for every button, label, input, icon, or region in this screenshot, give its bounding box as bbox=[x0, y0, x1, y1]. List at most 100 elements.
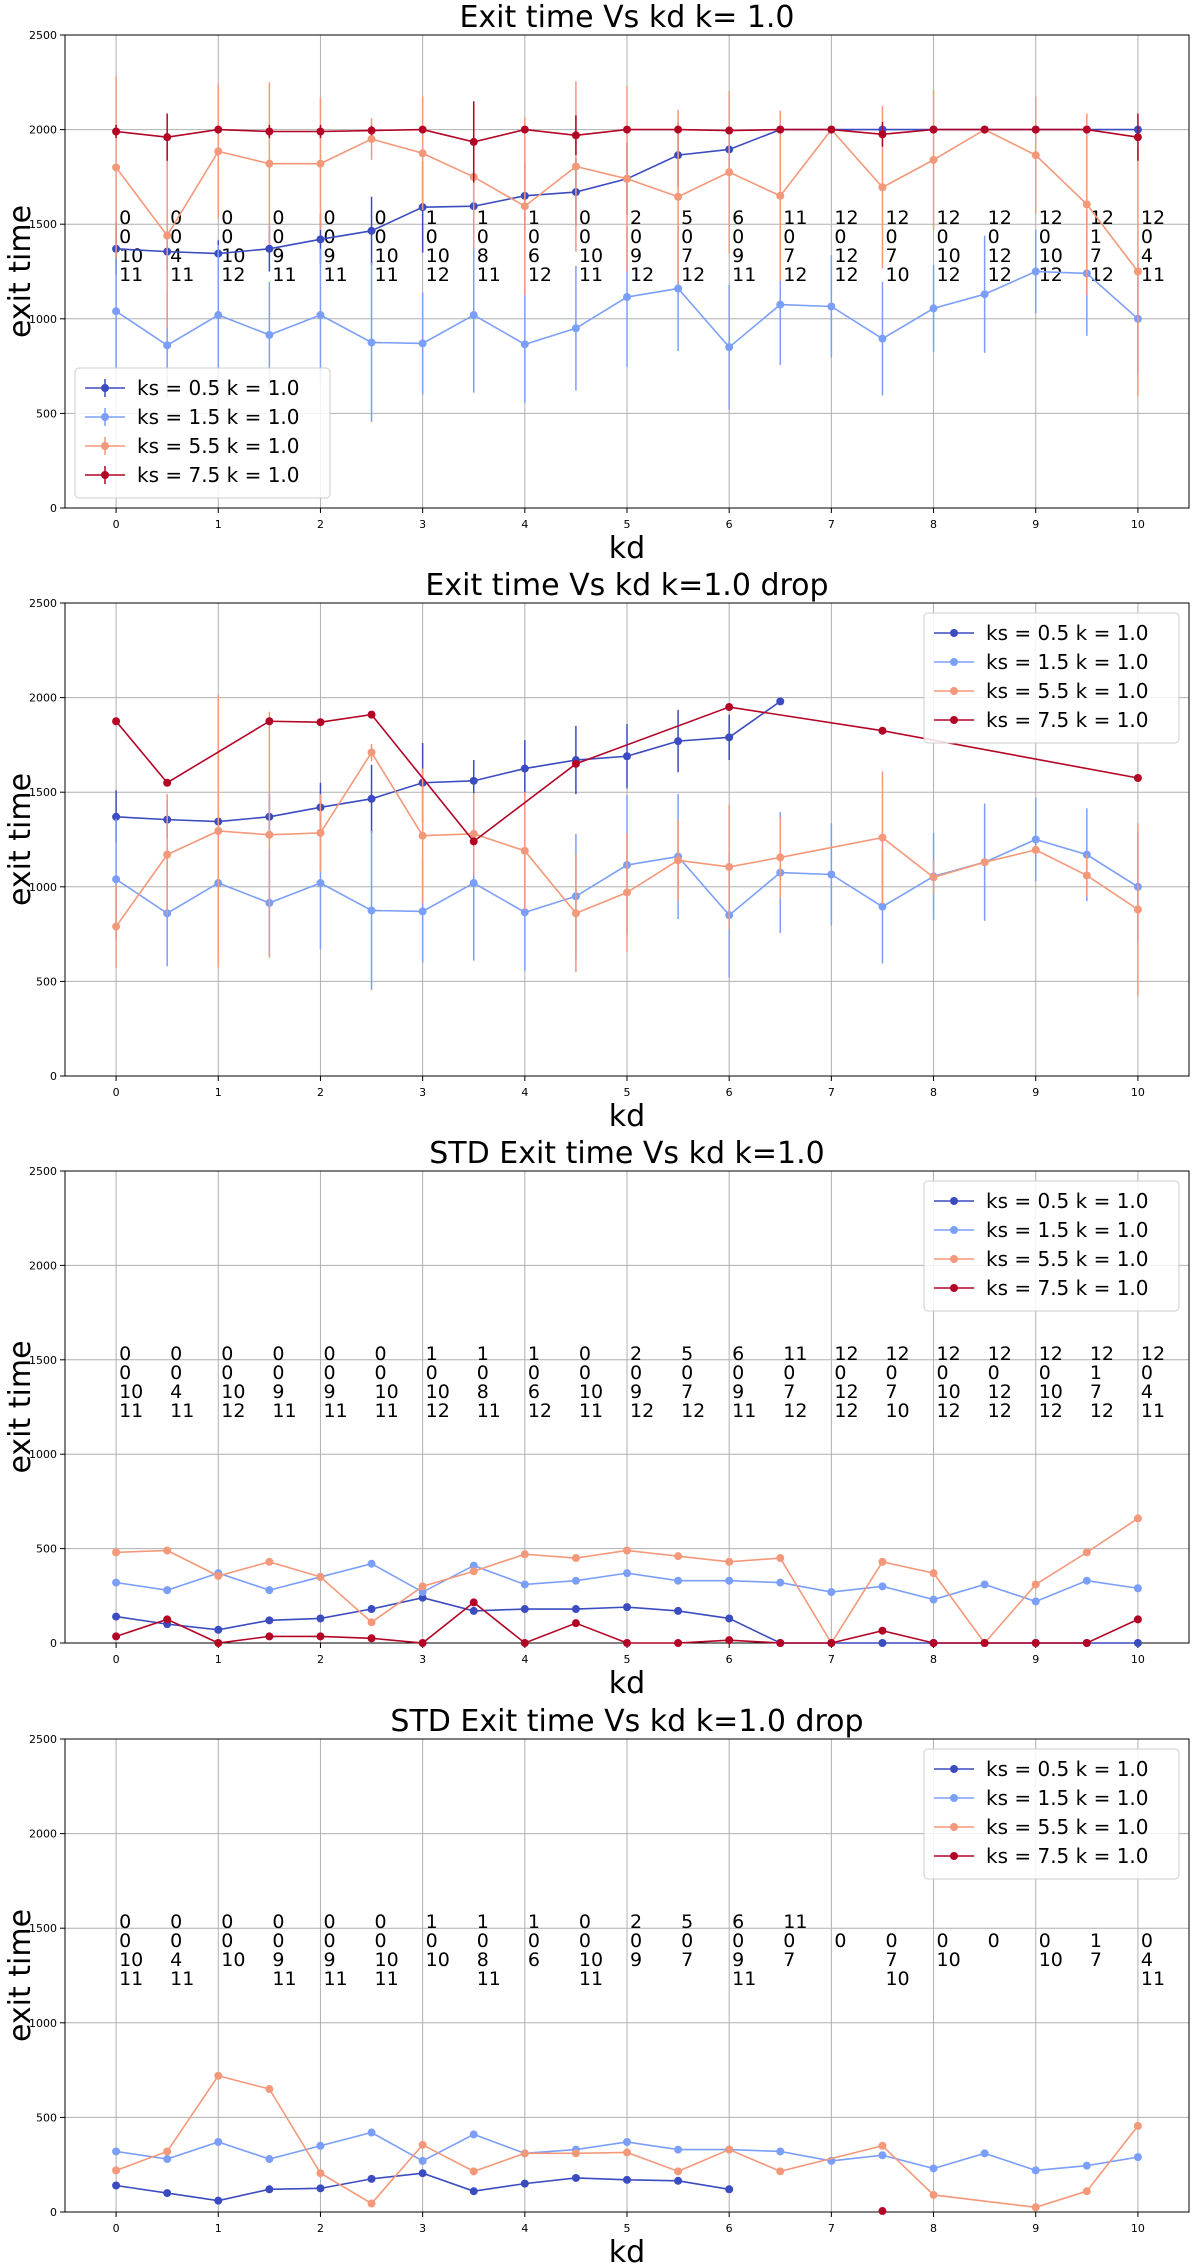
series-line bbox=[116, 700, 781, 823]
data-point bbox=[316, 828, 325, 837]
annotation-text: 12 bbox=[528, 1400, 552, 1422]
annotation-text: 11 bbox=[1141, 1400, 1165, 1422]
annotation-text: 11 bbox=[579, 264, 603, 286]
data-point bbox=[571, 1576, 580, 1585]
annotation-text: 10 bbox=[221, 1949, 245, 1971]
annotation-text: 12 bbox=[681, 264, 705, 286]
data-point bbox=[878, 2141, 887, 2150]
data-point bbox=[520, 340, 529, 349]
data-point bbox=[265, 330, 274, 339]
data-point bbox=[827, 125, 836, 134]
data-point bbox=[112, 2166, 121, 2175]
annotation-text: 12 bbox=[834, 264, 858, 286]
data-point bbox=[571, 1554, 580, 1563]
annotation-text: 0 bbox=[528, 1362, 540, 1384]
data-point bbox=[520, 764, 529, 773]
x-tick-label: 3 bbox=[419, 1653, 426, 1666]
data-point bbox=[469, 2187, 478, 2196]
data-point bbox=[265, 2155, 274, 2164]
legend-marker bbox=[950, 629, 958, 637]
data-point bbox=[163, 2189, 172, 2198]
annotation-text: 11 bbox=[119, 264, 143, 286]
data-point bbox=[1133, 1639, 1142, 1647]
data-point bbox=[776, 125, 785, 134]
x-tick-label: 4 bbox=[521, 518, 528, 531]
annotation-text: 0 bbox=[1141, 1930, 1153, 1952]
annotation-text: 12 bbox=[1090, 264, 1114, 286]
y-axis-label: exit time bbox=[3, 205, 38, 338]
annotation-text: 10 bbox=[426, 245, 450, 267]
data-point bbox=[163, 133, 172, 142]
data-point bbox=[1133, 2153, 1142, 2162]
x-axis-label: kd bbox=[609, 1099, 645, 1134]
y-tick-label: 1500 bbox=[29, 1922, 57, 1935]
data-point bbox=[214, 1639, 223, 1647]
annotation-text: 0 bbox=[681, 1930, 693, 1952]
legend-label: ks = 0.5 k = 1.0 bbox=[986, 1189, 1149, 1213]
data-point bbox=[367, 1634, 376, 1643]
data-point bbox=[316, 159, 325, 168]
data-point bbox=[776, 1554, 785, 1563]
data-point bbox=[827, 870, 836, 879]
data-point bbox=[1133, 905, 1142, 914]
data-point bbox=[316, 235, 325, 244]
data-point bbox=[469, 311, 478, 320]
data-point bbox=[112, 1632, 121, 1641]
annotation-text: 11 bbox=[579, 1400, 603, 1422]
x-tick-label: 4 bbox=[521, 1086, 528, 1099]
annotation-text: 0 bbox=[681, 226, 693, 248]
x-tick-label: 6 bbox=[726, 518, 733, 531]
data-point bbox=[316, 1632, 325, 1641]
annotation-text: 0 bbox=[1039, 1362, 1051, 1384]
x-tick-label: 0 bbox=[113, 1086, 120, 1099]
legend-marker bbox=[950, 687, 958, 695]
annotation-text: 12 bbox=[1090, 1400, 1114, 1422]
legend-label: ks = 0.5 k = 1.0 bbox=[137, 376, 300, 400]
y-tick-label: 2000 bbox=[29, 124, 57, 137]
annotation-text: 10 bbox=[579, 1949, 603, 1971]
annotation-text: 11 bbox=[783, 1911, 807, 1933]
data-point bbox=[469, 837, 478, 846]
y-tick-label: 2500 bbox=[29, 597, 57, 610]
annotation-text: 5 bbox=[681, 207, 693, 229]
annotation-text: 0 bbox=[272, 1911, 284, 1933]
annotation-text: 7 bbox=[1090, 1381, 1102, 1403]
data-point bbox=[725, 168, 734, 177]
data-point bbox=[367, 1559, 376, 1568]
data-point bbox=[1082, 871, 1091, 880]
annotation-text: 9 bbox=[323, 1949, 335, 1971]
annotation-text: 11 bbox=[477, 264, 501, 286]
data-point bbox=[418, 2140, 427, 2149]
annotation-text: 0 bbox=[1141, 226, 1153, 248]
data-point bbox=[112, 875, 121, 884]
annotation-text: 0 bbox=[272, 226, 284, 248]
legend-marker bbox=[950, 1852, 958, 1860]
data-point bbox=[725, 703, 734, 712]
data-point bbox=[1082, 1548, 1091, 1557]
data-point bbox=[520, 846, 529, 855]
data-point bbox=[469, 1561, 478, 1570]
data-point bbox=[265, 2085, 274, 2094]
annotation-text: 0 bbox=[221, 226, 233, 248]
data-point bbox=[520, 2149, 529, 2158]
annotation-text: 0 bbox=[272, 1930, 284, 1952]
annotations: 0010110041100101200911009110010111010121… bbox=[119, 207, 1165, 286]
data-point bbox=[878, 726, 887, 735]
x-tick-label: 10 bbox=[1131, 1653, 1145, 1666]
data-point bbox=[520, 1580, 529, 1589]
annotation-text: 1 bbox=[477, 1911, 489, 1933]
legend-marker bbox=[950, 1255, 958, 1263]
data-point bbox=[623, 293, 631, 302]
annotation-text: 0 bbox=[119, 1362, 131, 1384]
annotation-text: 1 bbox=[477, 1343, 489, 1365]
annotation-text: 9 bbox=[630, 245, 642, 267]
annotation-text: 11 bbox=[170, 1400, 194, 1422]
annotation-text: 12 bbox=[1090, 1343, 1114, 1365]
annotation-text: 9 bbox=[630, 1381, 642, 1403]
legend-label: ks = 5.5 k = 1.0 bbox=[986, 1815, 1149, 1839]
y-tick-label: 0 bbox=[50, 502, 57, 515]
x-tick-label: 1 bbox=[215, 518, 222, 531]
legend-marker bbox=[950, 1284, 958, 1292]
data-point bbox=[1133, 1514, 1142, 1523]
